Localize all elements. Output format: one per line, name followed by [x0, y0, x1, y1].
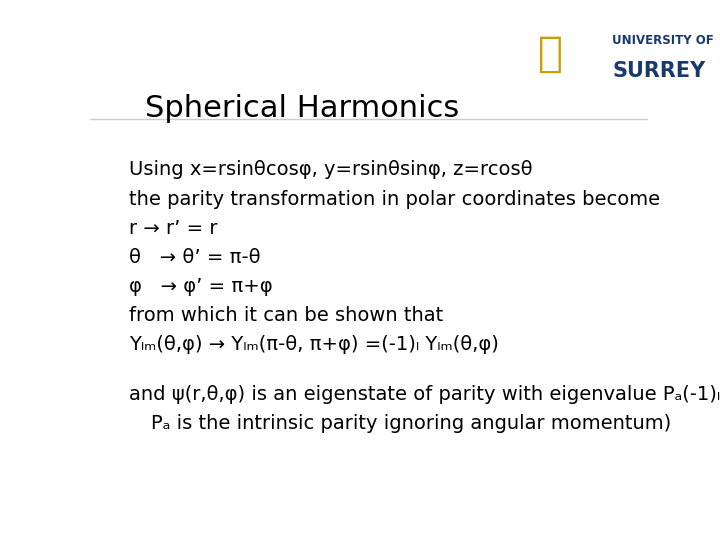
Text: Yₗₘ(θ,φ) → Yₗₘ(π-θ, π+φ) =(-1)ₗ Yₗₘ(θ,φ): Yₗₘ(θ,φ) → Yₗₘ(π-θ, π+φ) =(-1)ₗ Yₗₘ(θ,φ) [129, 335, 499, 354]
Text: θ   → θ’ = π-θ: θ → θ’ = π-θ [129, 248, 261, 267]
Text: Using x=rsinθcosφ, y=rsinθsinφ, z=rcosθ: Using x=rsinθcosφ, y=rsinθsinφ, z=rcosθ [129, 160, 533, 179]
Text: the parity transformation in polar coordinates become: the parity transformation in polar coord… [129, 190, 660, 208]
Text: UNIVERSITY OF: UNIVERSITY OF [612, 34, 714, 47]
Text: from which it can be shown that: from which it can be shown that [129, 306, 444, 325]
Text: Spherical Harmonics: Spherical Harmonics [145, 94, 459, 123]
Text: Pₐ is the intrinsic parity ignoring angular momentum): Pₐ is the intrinsic parity ignoring angu… [151, 414, 672, 433]
Text: φ   → φ’ = π+φ: φ → φ’ = π+φ [129, 277, 273, 296]
Text: r → r’ = r: r → r’ = r [129, 219, 217, 238]
Text: and ψ(r,θ,φ) is an eigenstate of parity with eigenvalue Pₐ(-1)ₗ (where: and ψ(r,θ,φ) is an eigenstate of parity … [129, 385, 720, 404]
Text: SURREY: SURREY [612, 60, 706, 80]
Text: 🦌: 🦌 [539, 33, 563, 75]
